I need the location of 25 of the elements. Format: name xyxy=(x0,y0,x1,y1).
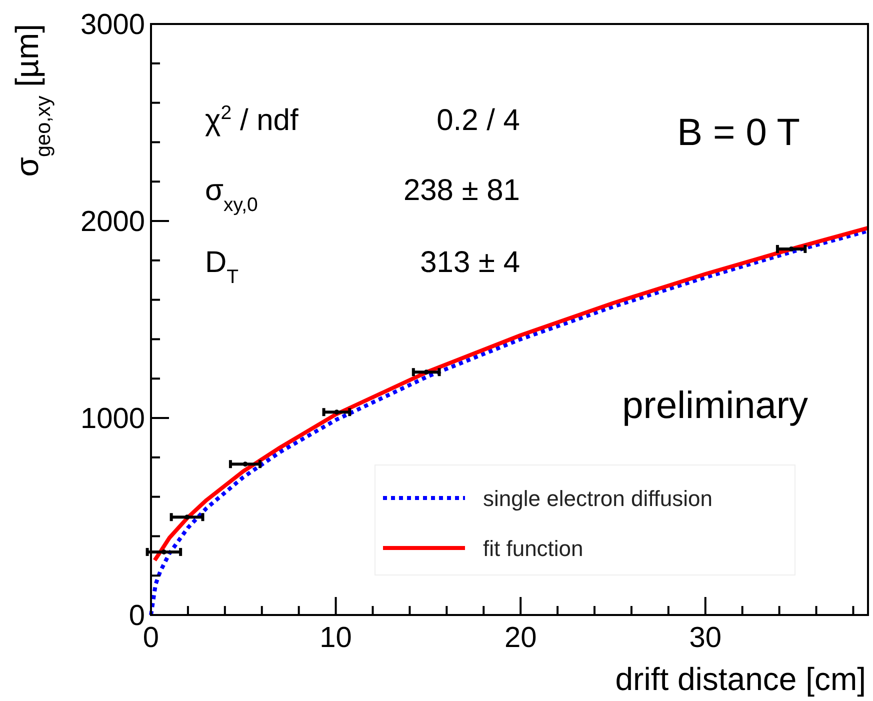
annotation: 238 ± 81 xyxy=(403,174,520,207)
point xyxy=(184,514,190,520)
y-tick-label: 3000 xyxy=(80,9,145,41)
x-tick-label: 20 xyxy=(504,622,537,654)
annotation: σ$_{xy,0}$ xyxy=(205,174,258,216)
annotation: preliminary xyxy=(622,385,808,427)
point xyxy=(788,246,794,252)
annotation: χ$^{2}$ / ndf xyxy=(205,102,299,137)
legend-label: fit function xyxy=(483,536,584,561)
line-series xyxy=(152,226,870,562)
y-tick-label: 0 xyxy=(128,600,145,632)
legend-label: single electron diffusion xyxy=(483,486,713,511)
x-axis-title: drift distance [cm] xyxy=(615,661,866,697)
point xyxy=(424,370,429,375)
annotation: 0.2 / 4 xyxy=(436,104,520,137)
point xyxy=(161,549,166,554)
y-tick-label: 2000 xyxy=(80,206,145,238)
annotation: D$_{T}$ xyxy=(205,246,239,288)
point xyxy=(334,410,340,415)
y-tick-label: 1000 xyxy=(80,403,145,435)
x-tick-label: 10 xyxy=(320,622,352,654)
point xyxy=(242,462,248,467)
annotation: B = 0 T xyxy=(677,112,800,154)
x-tick-label: 30 xyxy=(689,622,722,654)
annotation: 313 ± 4 xyxy=(420,246,520,279)
